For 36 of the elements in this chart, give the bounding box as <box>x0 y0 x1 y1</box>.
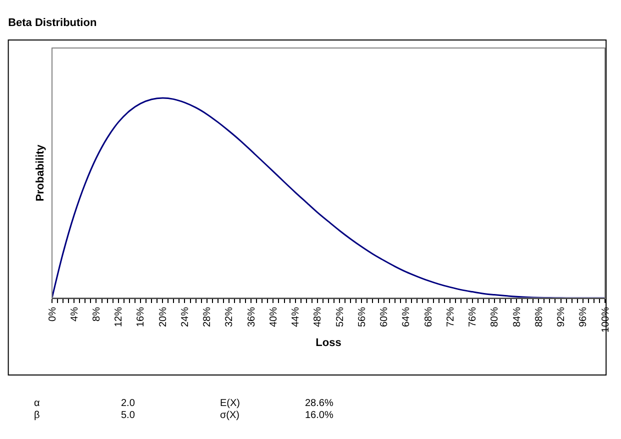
x-tick-label: 8% <box>91 306 102 322</box>
x-tick-label: 48% <box>312 306 324 328</box>
x-tick-label: 84% <box>512 306 523 328</box>
x-tick-label: 44% <box>290 306 302 328</box>
x-tick-label: 72% <box>445 306 456 328</box>
x-tick-label: 52% <box>334 306 346 328</box>
x-tick-label: 56% <box>356 306 368 328</box>
chart-title: Beta Distribution <box>8 16 97 29</box>
x-tick-label: 36% <box>246 306 258 328</box>
x-tick-label: 24% <box>180 306 191 328</box>
text: E(X) <box>220 398 240 409</box>
text: 16.0% <box>305 410 334 421</box>
x-tick-label: 80% <box>490 306 501 328</box>
text: 28.6% <box>305 398 334 409</box>
x-tick-label: 20% <box>158 306 169 328</box>
x-axis-title: Loss <box>316 336 342 349</box>
x-tick-label: 40% <box>268 306 280 328</box>
text: α <box>34 398 40 409</box>
x-tick-label: 92% <box>556 306 568 328</box>
x-tick-label: 64% <box>401 306 412 328</box>
x-tick-label: 28% <box>202 306 214 328</box>
x-tick-label: 88% <box>534 306 545 328</box>
text: 5.0 <box>121 410 136 421</box>
x-tick-label: 12% <box>114 306 125 328</box>
x-tick-label: 0% <box>47 306 58 322</box>
x-tick-label: 96% <box>578 306 590 328</box>
x-tick-label: 16% <box>136 306 147 328</box>
x-tick-label: 60% <box>379 306 390 328</box>
x-tick-label: 4% <box>69 306 80 322</box>
text: σ(X) <box>220 410 240 421</box>
x-tick-label: 76% <box>468 306 479 328</box>
x-tick-label: 68% <box>423 306 434 328</box>
text: β <box>34 410 40 421</box>
x-tick-label: 32% <box>224 306 236 328</box>
y-axis-title: Probability <box>34 144 47 202</box>
text: 2.0 <box>121 398 136 409</box>
